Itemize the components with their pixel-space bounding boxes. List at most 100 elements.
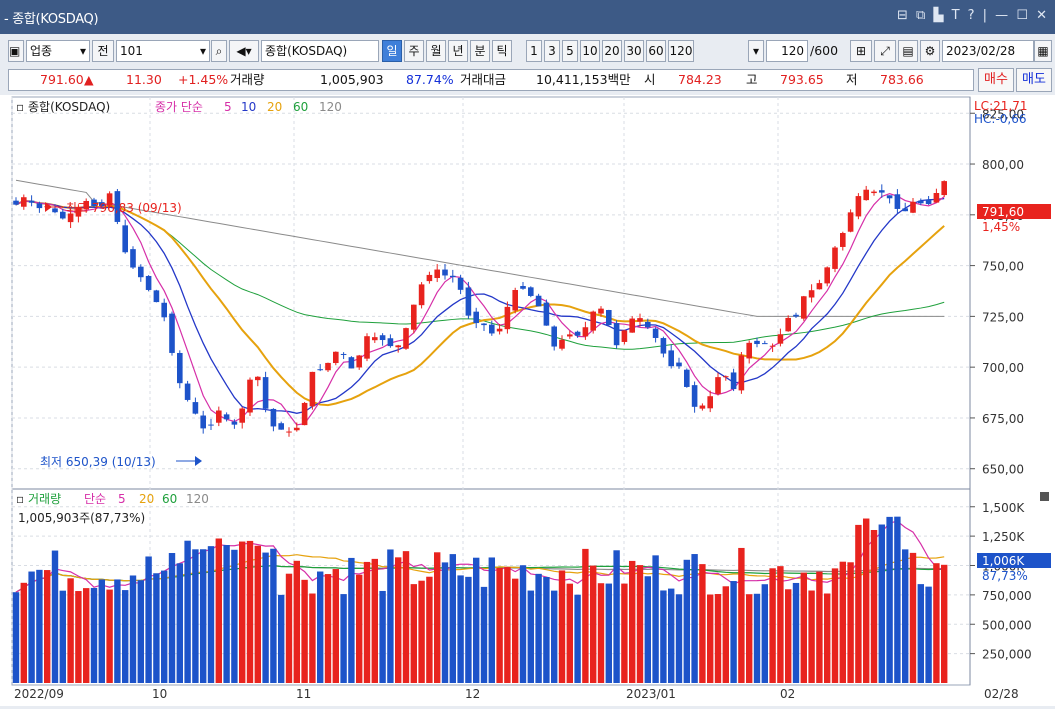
candle-body — [613, 323, 620, 346]
period-minute[interactable]: 분 — [470, 40, 490, 62]
sell-button[interactable]: 매도 — [1016, 68, 1052, 92]
change-pct: +1.45% — [178, 72, 229, 87]
volume-bar — [753, 593, 761, 683]
candle-body — [691, 385, 698, 407]
period-month[interactable]: 월 — [426, 40, 446, 62]
interval-5[interactable]: 5 — [562, 40, 578, 62]
window-controls[interactable]: ⊟ ⧉ ▙ T ? | — ☐ ✕ — [897, 8, 1049, 23]
volume-bar — [902, 549, 909, 683]
volume-bar — [67, 578, 74, 683]
period-day[interactable]: 일 — [382, 40, 402, 62]
date-tick-label: 12 — [465, 687, 480, 701]
interval-60[interactable]: 60 — [646, 40, 666, 62]
candle-body — [777, 334, 784, 344]
volume-bar — [270, 548, 277, 683]
calendar-icon[interactable]: ▦ — [1034, 40, 1052, 62]
volume-bar — [231, 549, 238, 683]
candle-body — [808, 290, 815, 298]
volume-bar — [28, 571, 35, 683]
buy-button[interactable]: 매수 — [978, 68, 1014, 92]
period-tick[interactable]: 틱 — [492, 40, 512, 62]
volume-bar — [590, 565, 597, 683]
period-year[interactable]: 년 — [448, 40, 468, 62]
date-input[interactable]: 2023/02/28 — [942, 40, 1034, 62]
count-input[interactable]: 120 — [766, 40, 808, 62]
volume-panel-close-icon[interactable] — [1040, 492, 1049, 501]
volume-bar — [215, 538, 222, 683]
candle-body — [21, 197, 27, 207]
candle-body — [192, 402, 199, 414]
volume-bar — [254, 545, 261, 683]
volume-bar — [574, 594, 581, 683]
price-legend-name: 종합(KOSDAQ) — [28, 100, 110, 114]
candle-body — [496, 328, 503, 332]
prev-button[interactable]: 전 — [92, 40, 114, 62]
legend-ma20: 20 — [267, 100, 282, 114]
candle-body — [512, 290, 518, 311]
candle-body — [762, 343, 768, 345]
candle-type-icon[interactable]: ⊞ — [850, 40, 872, 62]
volume-bar — [816, 571, 823, 683]
price-change: 11.30 — [126, 72, 162, 87]
interval-10[interactable]: 10 — [580, 40, 600, 62]
volume-bar — [512, 578, 519, 683]
candle-body — [769, 345, 776, 347]
search-icon[interactable]: ⌕ — [211, 40, 227, 62]
volume-bar — [90, 587, 98, 683]
low-value: 783.66 — [880, 72, 924, 87]
volume-bar — [675, 594, 683, 683]
volume-legend-name: 거래량 — [28, 492, 61, 506]
candle-body — [262, 377, 269, 409]
interval-3[interactable]: 3 — [544, 40, 560, 62]
volume-bar — [636, 565, 644, 683]
candle-body — [559, 339, 565, 349]
date-tick-label: 02/28 — [984, 687, 1019, 701]
volume-current: 1,005,903주(87,73%) — [18, 511, 145, 525]
count-dropdown[interactable]: ▾ — [748, 40, 764, 62]
chart-area[interactable]: 825,00800,00775,00750,00725,00700,00675,… — [0, 95, 1055, 706]
price-tick-label: 700,00 — [982, 361, 1024, 375]
volume-legend-marker: ▫ — [16, 492, 24, 506]
chart-svg[interactable]: 825,00800,00775,00750,00725,00700,00675,… — [0, 95, 1055, 706]
candle-body — [75, 206, 82, 217]
volume-bar — [863, 518, 870, 683]
date-tick-label: 11 — [296, 687, 311, 701]
volume-bar — [20, 582, 27, 683]
volume-bar — [707, 594, 714, 683]
candle-body — [652, 328, 659, 338]
candle-body — [668, 350, 674, 367]
candle-body — [169, 313, 175, 353]
candle-body — [754, 340, 760, 345]
candle-body — [746, 342, 752, 359]
panel-icon[interactable]: ▣ — [8, 40, 24, 62]
interval-1[interactable]: 1 — [526, 40, 542, 62]
last-volume-label: 1,006K — [982, 554, 1025, 568]
volume-bar — [551, 590, 558, 683]
market-select[interactable]: 업종 ▾ — [26, 40, 90, 62]
date-tick-label: 2022/09 — [14, 687, 64, 701]
last-pct-label: 1,45% — [982, 220, 1020, 234]
title-bar: - 종합(KOSDAQ) ⊟ ⧉ ▙ T ? | — ☐ ✕ — [0, 0, 1055, 34]
candle-body — [153, 290, 160, 303]
candle-body — [106, 193, 113, 206]
gear-icon[interactable]: ⚙ — [920, 40, 940, 62]
save-icon[interactable]: ▤ — [898, 40, 918, 62]
candle-body — [925, 199, 932, 205]
candle-body — [294, 427, 300, 431]
period-week[interactable]: 주 — [404, 40, 424, 62]
interval-120[interactable]: 120 — [668, 40, 694, 62]
volume-bar — [847, 562, 854, 683]
interval-20[interactable]: 20 — [602, 40, 622, 62]
volume-tick-label: 500,000 — [982, 618, 1032, 632]
candle-body — [606, 310, 612, 326]
volume-bar — [941, 564, 948, 683]
last-volume-box — [977, 553, 1051, 568]
candle-body — [208, 424, 214, 426]
speaker-icon[interactable]: ◀▾ — [229, 40, 259, 62]
code-input[interactable]: 101 ▾ — [116, 40, 210, 62]
volume-bar — [714, 594, 722, 683]
open-label: 시 — [644, 72, 656, 87]
interval-30[interactable]: 30 — [624, 40, 644, 62]
line-tool-icon[interactable]: ⤢ — [874, 40, 896, 62]
volume-bar — [886, 516, 893, 683]
